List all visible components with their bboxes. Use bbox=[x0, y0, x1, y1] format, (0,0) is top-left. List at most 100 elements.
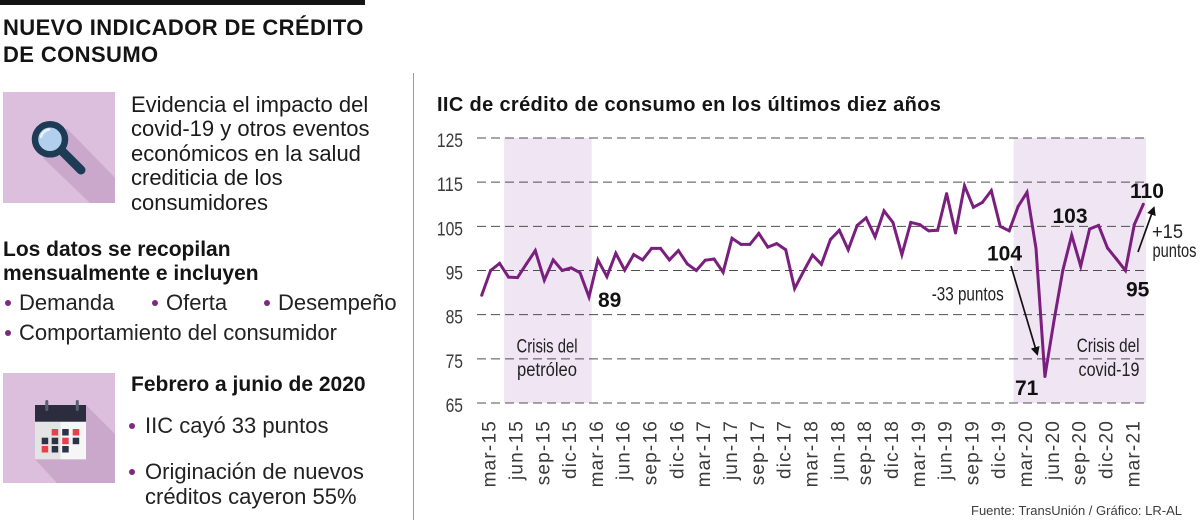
data-point bbox=[685, 262, 689, 266]
shaded-regions bbox=[504, 138, 1146, 403]
x-tick-label: mar-21 bbox=[1123, 420, 1144, 487]
data-point bbox=[1043, 375, 1047, 378]
data-point bbox=[739, 242, 743, 246]
data-point bbox=[560, 269, 564, 272]
data-point bbox=[918, 223, 922, 227]
decline-arrow-icon bbox=[1010, 265, 1040, 356]
data-point bbox=[980, 201, 984, 204]
data-point bbox=[480, 293, 484, 297]
x-tick-label: jun-17 bbox=[721, 420, 742, 481]
data-point bbox=[667, 258, 671, 262]
data-heading-line: mensualmente e incluyen bbox=[3, 261, 259, 285]
data-point bbox=[623, 268, 627, 272]
data-point bbox=[936, 228, 940, 232]
x-tick-label: sep-16 bbox=[641, 420, 662, 485]
y-tick-label: 65 bbox=[446, 396, 463, 417]
x-tick-label: dic-20 bbox=[1097, 420, 1118, 479]
data-point bbox=[578, 271, 582, 275]
data-point bbox=[864, 216, 868, 220]
data-point bbox=[1123, 269, 1127, 272]
data-point bbox=[1034, 246, 1038, 250]
calendar-day bbox=[72, 429, 80, 436]
data-point bbox=[1061, 269, 1065, 272]
x-tick-label: mar-20 bbox=[1016, 420, 1037, 487]
y-tick-label: 115 bbox=[437, 175, 463, 196]
data-point bbox=[676, 249, 680, 253]
series-iic bbox=[480, 180, 1145, 378]
data-collection-heading: Los datos se recopilan mensualmente e in… bbox=[3, 238, 259, 285]
chart-title: IIC de crédito de consumo en los últimos… bbox=[437, 94, 942, 116]
data-point bbox=[1114, 257, 1118, 261]
x-tick-label: dic-15 bbox=[560, 420, 581, 479]
bullet-dot-icon bbox=[5, 330, 11, 336]
bullet-dot-icon bbox=[152, 300, 158, 306]
calendar-ring bbox=[45, 400, 49, 411]
x-tick-label: mar-19 bbox=[909, 420, 930, 487]
data-heading-line: Los datos se recopilan bbox=[3, 238, 231, 261]
x-tick-label: sep-15 bbox=[533, 420, 554, 485]
data-point bbox=[998, 224, 1002, 228]
data-point bbox=[971, 205, 975, 209]
source-credit: Fuente: TransUnión / Gráfico: LR-AL bbox=[971, 503, 1182, 518]
annotations: 89 104 71 103 95 110 -33 puntos +15 punt… bbox=[598, 180, 1197, 400]
intro-line: económicos en la salud bbox=[131, 140, 361, 166]
data-label-95: 95 bbox=[1126, 279, 1150, 302]
y-tick-label: 95 bbox=[446, 264, 463, 285]
data-point bbox=[650, 246, 654, 250]
data-point bbox=[1106, 246, 1109, 250]
data-point bbox=[641, 258, 645, 262]
data-point bbox=[963, 184, 966, 188]
data-label-110: 110 bbox=[1130, 180, 1164, 203]
data-point bbox=[489, 269, 493, 272]
increase-callout: puntos bbox=[1153, 241, 1197, 262]
x-tick-label: dic-17 bbox=[775, 420, 796, 479]
top-rule bbox=[0, 0, 365, 5]
data-point bbox=[533, 249, 537, 253]
data-point bbox=[694, 269, 698, 272]
list-item-desempeno: Desempeño bbox=[264, 290, 397, 316]
data-point bbox=[551, 258, 555, 262]
x-tick-label: jun-16 bbox=[614, 420, 635, 481]
covid-crisis-label: Crisis del bbox=[1077, 336, 1140, 357]
data-point bbox=[569, 266, 573, 270]
intro-line: consumidores bbox=[131, 189, 268, 215]
data-point bbox=[775, 242, 779, 246]
covid-crisis-label: covid-19 bbox=[1079, 360, 1140, 381]
data-point bbox=[748, 242, 752, 246]
data-point bbox=[1070, 233, 1074, 237]
x-tick-label: dic-19 bbox=[989, 420, 1010, 479]
increase-callout: +15 bbox=[1152, 222, 1183, 243]
calendar-day bbox=[51, 446, 59, 453]
data-point bbox=[1097, 223, 1101, 227]
y-tick-label: 125 bbox=[437, 131, 463, 152]
list-item-label: Demanda bbox=[19, 290, 115, 315]
x-tick-label: sep-18 bbox=[855, 420, 876, 485]
period-heading: Febrero a junio de 2020 bbox=[131, 373, 366, 396]
x-tick-label: sep-17 bbox=[748, 420, 769, 485]
calendar-ring bbox=[75, 400, 79, 411]
period-bullet-text: IIC cayó 33 puntos bbox=[145, 413, 329, 438]
data-label-89: 89 bbox=[598, 289, 621, 312]
data-point bbox=[632, 253, 636, 257]
x-tick-label: jun-15 bbox=[506, 420, 527, 481]
page-title-line: NUEVO INDICADOR DE CRÉDITO bbox=[3, 15, 364, 40]
x-axis: mar-15 jun-15 sep-15 dic-15 mar-16 jun-16 sep-… bbox=[480, 420, 1145, 487]
x-tick-label: jun-19 bbox=[936, 420, 957, 481]
data-point bbox=[524, 262, 528, 266]
x-tick-label: jun-20 bbox=[1043, 420, 1064, 481]
data-point bbox=[873, 235, 877, 239]
data-point bbox=[605, 275, 609, 279]
data-point bbox=[703, 258, 707, 262]
shaded-region-labels: Crisis del petróleo Crisis del covid-19 bbox=[517, 336, 1140, 381]
data-point bbox=[954, 231, 957, 235]
x-tick-label: mar-18 bbox=[801, 420, 822, 487]
x-tick-label: mar-15 bbox=[480, 420, 501, 487]
data-point bbox=[846, 248, 850, 252]
data-point bbox=[542, 278, 546, 282]
data-point bbox=[900, 253, 904, 257]
data-point bbox=[855, 223, 859, 227]
intro-paragraph: Evidencia el impacto del covid-19 y otro… bbox=[131, 92, 369, 216]
data-point bbox=[811, 253, 814, 257]
list-item-label: Comportamiento del consumidor bbox=[19, 320, 337, 345]
y-tick-label: 85 bbox=[446, 308, 463, 329]
